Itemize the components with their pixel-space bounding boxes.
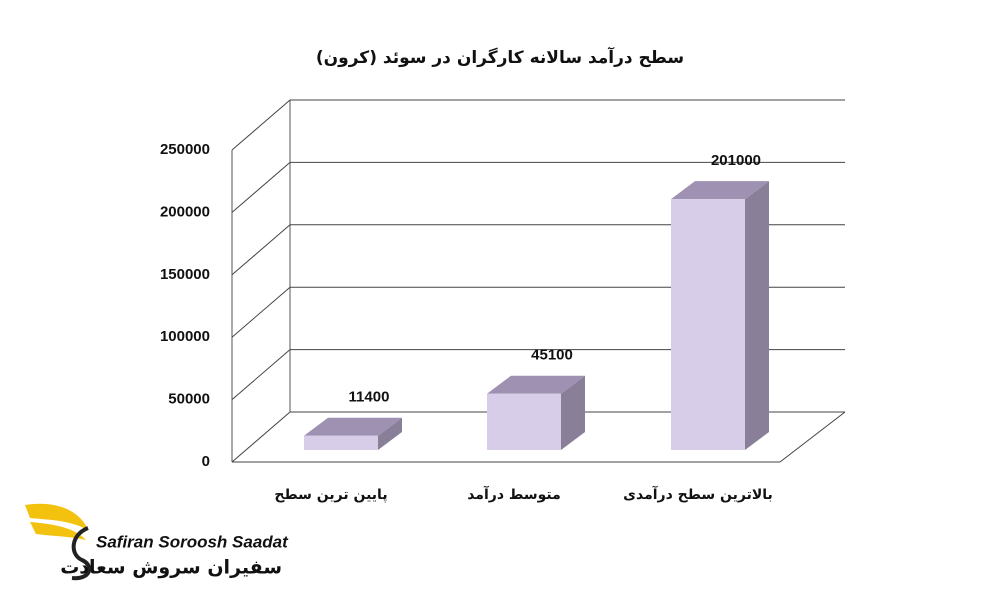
bar (304, 435, 378, 450)
x-tick-label: بالاترین سطح درآمدی (623, 485, 773, 503)
x-tick-label: متوسط درآمد (467, 485, 561, 503)
logo-wing (30, 522, 86, 540)
logo-wing (25, 503, 88, 530)
grid-line (231, 162, 291, 213)
y-tick-label: 200000 (160, 203, 210, 220)
logo: Safiran Soroosh Saadat سفیران سروش سعادت (25, 503, 289, 581)
y-tick-label: 150000 (160, 266, 210, 283)
grid-line (231, 99, 291, 151)
bar (671, 199, 745, 450)
bar-top (304, 417, 402, 436)
y-tick-label: 100000 (160, 328, 210, 345)
grid-line (231, 286, 291, 338)
bar-top (487, 375, 585, 394)
y-tick-label: 0 (202, 453, 210, 470)
bar-side (378, 417, 402, 450)
value-label: 201000 (711, 152, 761, 169)
bar-side (745, 181, 769, 451)
grid-line (231, 349, 291, 400)
value-label: 11400 (349, 389, 390, 406)
y-tick-label: 50000 (168, 391, 210, 408)
grid-line (231, 411, 291, 463)
bar (487, 393, 561, 450)
bar-side (561, 375, 585, 450)
floor-edge (779, 411, 846, 463)
x-tick-label: پایین ترین سطح (274, 487, 387, 503)
logo-s (71, 526, 92, 581)
logo-name-en: Safiran Soroosh Saadat (96, 532, 289, 551)
logo-name-fa: سفیران سروش سعادت (60, 557, 282, 579)
bar-top (671, 181, 769, 200)
y-tick-label: 250000 (160, 141, 210, 158)
value-label: 45100 (531, 347, 573, 364)
chart-title: سطح درآمد سالانه کارگران در سوئد (کرون) (316, 46, 684, 68)
grid-line (231, 224, 291, 276)
